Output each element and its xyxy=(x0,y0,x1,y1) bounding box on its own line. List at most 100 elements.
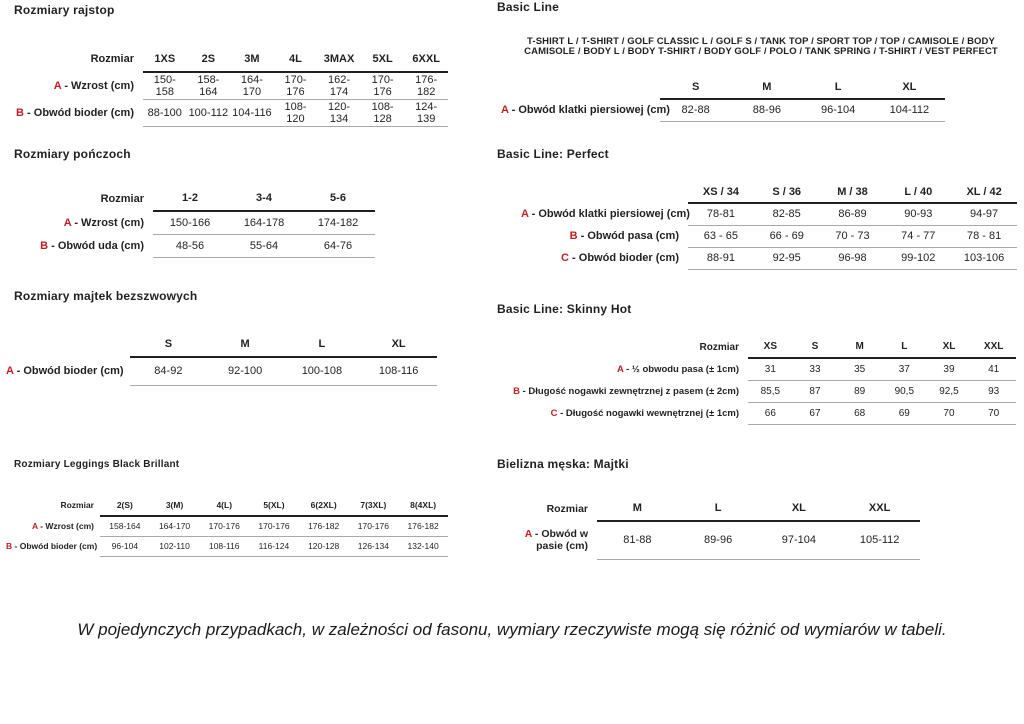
size-column-header: XL xyxy=(758,496,840,522)
size-table-header-row: Rozmiar 2(S) 3(M) 4(L) 5(XL) 6(2XL) 7(3XL) 8(4X… xyxy=(5,494,448,517)
measurement-label: B - Obwód pasa (cm) xyxy=(520,225,688,247)
size-value-cell: 92,5 xyxy=(926,380,972,403)
size-value-cell: 88-100 xyxy=(143,99,187,127)
size-value-cell: 96-104 xyxy=(100,536,150,557)
size-value-cell: 90-93 xyxy=(885,203,952,226)
size-value-cell: 92-95 xyxy=(753,247,820,270)
size-table-corner-label xyxy=(5,331,130,357)
measurement-row: A - Obwód bioder (cm) 84-92 92-100 100-108 1… xyxy=(5,357,437,386)
size-value-cell: 150-158 xyxy=(143,72,187,100)
disclaimer-note: W pojedynczych przypadkach, w zależności… xyxy=(77,620,947,639)
size-column-header: 1-2 xyxy=(153,186,227,212)
basic-line-product-list: T-SHIRT L / T-SHIRT / GOLF CLASSIC L / G… xyxy=(524,35,998,57)
size-value-cell: 162-174 xyxy=(317,72,361,100)
size-table-corner-label: Rozmiar xyxy=(60,500,94,510)
measurement-row: C - Długość nogawki wewnętrznej (± 1cm) 6… xyxy=(505,402,1016,425)
size-column-header: 1XS xyxy=(143,46,187,73)
section-title-basic-line-perfect: Basic Line: Perfect xyxy=(497,147,609,161)
size-value-cell: 158-164 xyxy=(186,72,231,100)
size-column-header: XXL xyxy=(839,496,920,522)
size-table-header-row: XS / 34 S / 36 M / 38 L / 40 XL / 42 xyxy=(520,181,1017,204)
size-value-cell: 67 xyxy=(792,402,838,425)
size-column-header: 3(M) xyxy=(149,494,200,517)
size-column-header: XS xyxy=(748,336,793,359)
measurement-letter: A xyxy=(53,79,62,92)
size-column-header: XL xyxy=(926,336,972,359)
measurement-row: B - Obwód bioder (cm) 88-100 100-112 104-11… xyxy=(5,99,448,127)
size-value-cell: 70 xyxy=(971,402,1016,425)
measurement-letter: A xyxy=(31,521,38,531)
size-value-cell: 68 xyxy=(837,402,882,425)
size-value-cell: 100-112 xyxy=(186,99,231,127)
size-value-cell: 176-182 xyxy=(298,516,349,537)
measurement-label: A - Wzrost (cm) xyxy=(5,211,153,234)
measurement-label-text: - Obwód klatki piersiowej (cm) xyxy=(531,208,690,220)
measurement-label: C - Obwód bioder (cm) xyxy=(520,247,688,269)
size-column-header: M xyxy=(837,336,882,359)
size-value-cell: 132-140 xyxy=(398,536,448,557)
size-value-cell: 103-106 xyxy=(951,247,1017,270)
size-table-header-row: Rozmiar 1XS 2S 3M 4L 3MAX 5XL 6XXL xyxy=(5,46,448,73)
size-value-cell: 78-81 xyxy=(688,203,754,226)
measurement-row: A - Wzrost (cm) 150-166 164-178 174-182 xyxy=(5,211,375,235)
size-table-corner-label: Rozmiar xyxy=(100,192,144,205)
size-table-basic-line-perfect: XS / 34 S / 36 M / 38 L / 40 XL / 42 A - Obwó… xyxy=(520,181,1017,270)
size-column-header: XXL xyxy=(971,336,1016,359)
measurement-label: A - Obwód klatki piersiowej (cm) xyxy=(520,203,690,225)
size-column-header: M xyxy=(731,76,803,100)
size-value-cell: 170-176 xyxy=(273,72,318,100)
size-value-cell: 70 xyxy=(926,402,972,425)
size-column-header: L xyxy=(802,76,874,100)
size-value-cell: 88-96 xyxy=(731,99,803,122)
size-value-cell: 94-97 xyxy=(951,203,1017,226)
size-column-header: XS / 34 xyxy=(688,181,754,204)
size-value-cell: 124-139 xyxy=(404,99,448,127)
size-column-header: 7(3XL) xyxy=(348,494,399,517)
size-column-header: 5-6 xyxy=(301,186,375,212)
measurement-label-text: - Obwód bioder (cm) xyxy=(27,106,134,119)
size-table-bielizna-meska-majtki: Rozmiar M L XL XXL A - Obwód w pasie (cm) 81-8… xyxy=(505,496,920,560)
size-value-cell: 150-166 xyxy=(153,211,227,235)
size-column-header: XL xyxy=(873,76,945,100)
size-value-cell: 105-112 xyxy=(839,521,920,560)
size-value-cell: 88-91 xyxy=(688,247,754,270)
measurement-label-text: - ½ obwodu pasa (± 1cm) xyxy=(626,363,739,375)
size-column-header: 3M xyxy=(230,46,274,73)
size-value-cell: 82-85 xyxy=(753,203,820,226)
measurement-letter: C xyxy=(561,252,569,264)
size-value-cell: 86-89 xyxy=(819,203,886,226)
measurement-row: A - Obwód w pasie (cm) 81-88 89-96 97-104 10… xyxy=(505,521,920,560)
size-column-header: 5(XL) xyxy=(249,494,299,517)
measurement-label-text: - Wzrost (cm) xyxy=(64,79,134,92)
section-title-majtek-bezszwowych: Rozmiary majtek bezszwowych xyxy=(14,289,198,303)
size-value-cell: 108-120 xyxy=(273,99,318,127)
measurement-label: B - Obwód uda (cm) xyxy=(5,234,153,257)
size-value-cell: 99-102 xyxy=(885,247,952,270)
measurement-label: A - Wzrost (cm) xyxy=(5,72,143,99)
size-table-ponczochy: Rozmiar 1-2 3-4 5-6 A - Wzrost (cm) 150-166 16… xyxy=(5,186,375,258)
size-value-cell: 82-88 xyxy=(660,99,732,122)
size-value-cell: 31 xyxy=(748,358,793,381)
size-value-cell: 97-104 xyxy=(758,521,840,560)
size-column-header: XL xyxy=(360,331,437,358)
size-value-cell: 66 xyxy=(748,402,793,425)
size-table-header-row: S M L XL xyxy=(5,331,437,358)
measurement-label: A - Wzrost (cm) xyxy=(5,516,100,536)
measurement-letter: A xyxy=(616,363,624,375)
size-table-header-row: Rozmiar XS S M L XL XXL xyxy=(505,336,1016,359)
size-column-header: L xyxy=(881,336,927,359)
size-column-header: 4(L) xyxy=(199,494,250,517)
measurement-label-text: - Długość nogawki wewnętrznej (± 1cm) xyxy=(560,407,739,419)
size-value-cell: 89 xyxy=(837,380,882,403)
measurement-row: B - Obwód uda (cm) 48-56 55-64 64-76 xyxy=(5,234,375,258)
size-column-header: M xyxy=(206,331,284,358)
size-table-corner-label: Rozmiar xyxy=(90,53,134,65)
measurement-row: C - Obwód bioder (cm) 88-91 92-95 96-98 99-1… xyxy=(520,247,1017,270)
size-value-cell: 164-170 xyxy=(149,516,200,537)
size-column-header: 2(S) xyxy=(100,494,150,517)
measurement-letter: B xyxy=(513,385,520,397)
measurement-letter: B xyxy=(6,541,13,551)
size-value-cell: 93 xyxy=(971,380,1016,403)
measurement-label-text: - Wzrost (cm) xyxy=(74,216,144,229)
measurement-label-text: - Obwód bioder (cm) xyxy=(14,541,98,551)
